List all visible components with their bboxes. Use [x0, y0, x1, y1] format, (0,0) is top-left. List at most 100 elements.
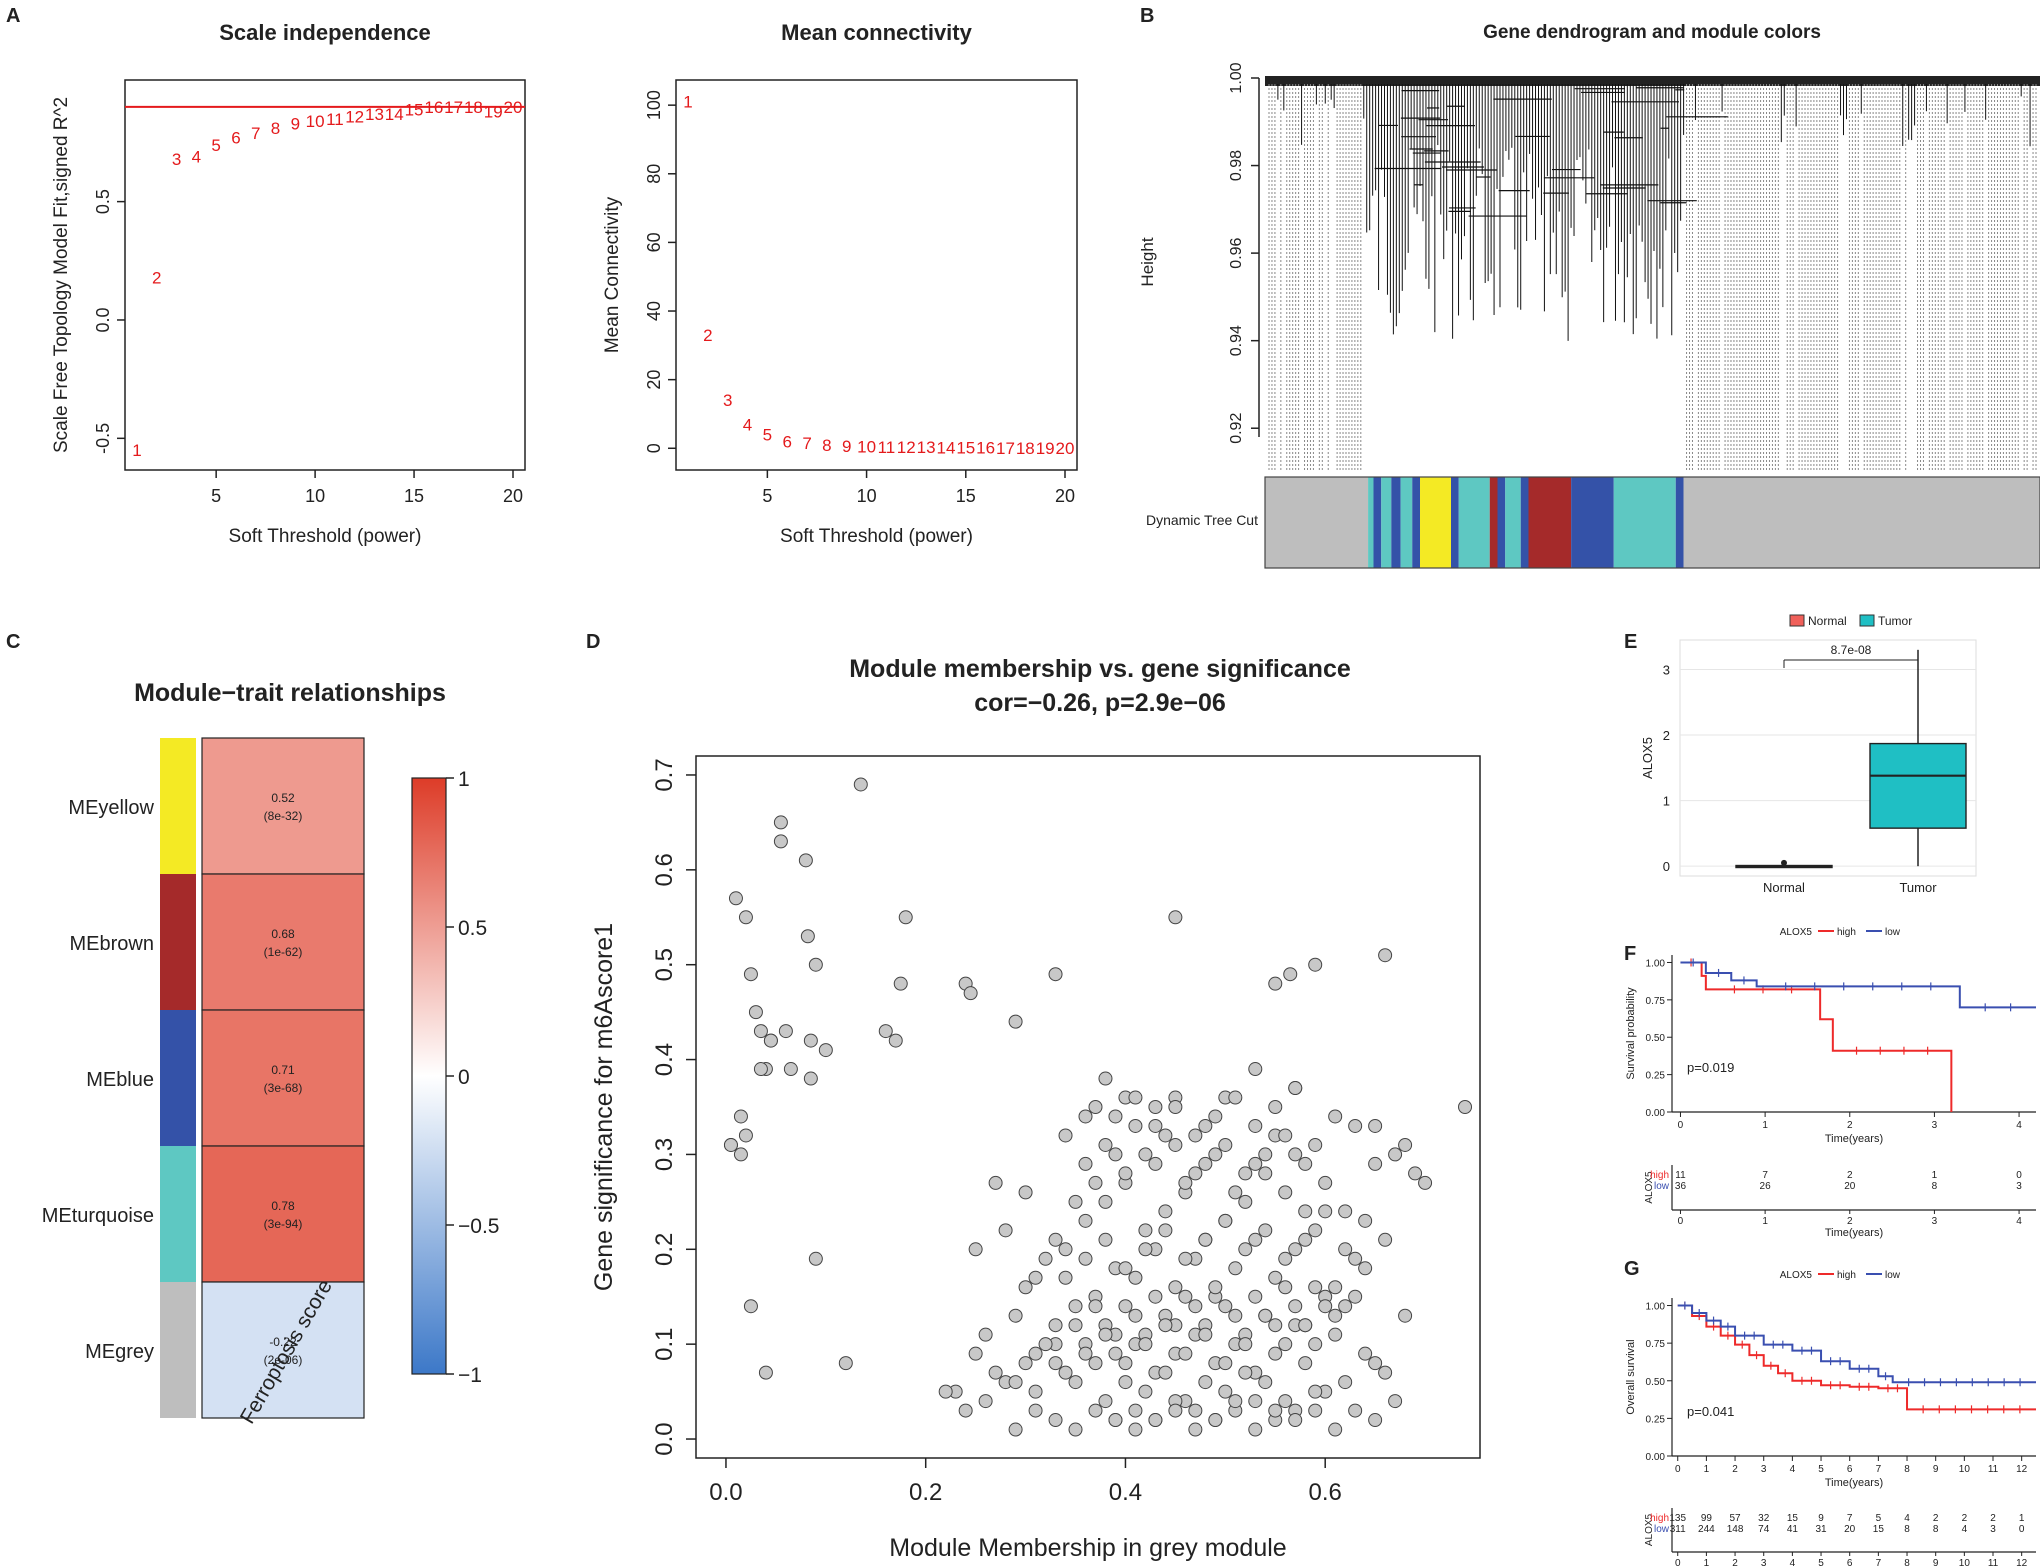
module-color-segment [1265, 477, 1369, 568]
data-point-D [1218, 1137, 1233, 1152]
data-point-D [1318, 1299, 1333, 1314]
legend-label-low-F: low [1885, 927, 1901, 938]
risk-count-high: 1 [1932, 1170, 1938, 1181]
risk-count-high: 2 [1847, 1170, 1853, 1181]
x-tick-label-F: 1 [1762, 1120, 1768, 1131]
data-point-D [1248, 1289, 1263, 1304]
data-point-D [1358, 1346, 1373, 1361]
data-point-D [1138, 1223, 1153, 1238]
legend-swatch-tumor [1859, 614, 1875, 627]
x-tick-label-F: 3 [1932, 1120, 1938, 1131]
data-point-D [758, 1365, 773, 1380]
data-point-A1: 9 [291, 115, 300, 134]
data-point-D [743, 967, 758, 982]
pvalue-label-F: p=0.019 [1687, 1060, 1734, 1075]
data-point-D [1058, 1365, 1073, 1380]
x-tick-label-A2: 5 [762, 486, 772, 506]
data-point-D [1068, 1375, 1083, 1390]
data-point-A1: 7 [251, 124, 260, 143]
data-point-D [1298, 1318, 1313, 1333]
data-point-D [1038, 1337, 1053, 1352]
data-point-D [1128, 1118, 1143, 1133]
module-swatch [160, 874, 196, 1010]
data-point-A1: 10 [306, 112, 325, 131]
data-point-D [1178, 1251, 1193, 1266]
data-point-D [798, 853, 813, 868]
x-tick-label-G: 8 [1904, 1464, 1910, 1475]
data-point-D [1158, 1128, 1173, 1143]
data-point-D [733, 1147, 748, 1162]
data-point-D [1268, 976, 1283, 991]
chart-title-C: Module−trait relationships [134, 679, 446, 707]
legend-label-low-G: low [1885, 1270, 1901, 1281]
module-color-segment [1458, 477, 1490, 568]
data-point-D [1288, 1299, 1303, 1314]
data-point-D [1398, 1308, 1413, 1323]
x-tick-label-F: 4 [2016, 1120, 2022, 1131]
data-point-D [728, 891, 743, 906]
data-point-D [1248, 1156, 1263, 1171]
cell-correlation: 0.68 [271, 927, 295, 941]
data-point-A2: 16 [976, 439, 995, 458]
data-point-D [1288, 1242, 1303, 1257]
x-tick-label-G: 12 [2016, 1464, 2028, 1475]
data-point-D [1088, 1175, 1103, 1190]
panel-letter-C: C [6, 631, 20, 653]
data-point-D [888, 1033, 903, 1048]
data-point-D [1098, 1071, 1113, 1086]
module-swatch [160, 1282, 196, 1418]
y-axis-label-B: Height [1138, 237, 1157, 286]
chart-title-A1: Scale independence [219, 20, 431, 45]
data-point-D [1248, 1062, 1263, 1077]
data-point-D [818, 1043, 833, 1058]
data-point-A1: 17 [444, 98, 463, 117]
data-point-D [1168, 1280, 1183, 1295]
risk-count-low: 8 [1933, 1524, 1939, 1535]
x-axis-label-A2: Soft Threshold (power) [780, 526, 973, 547]
pvalue-label-E: 8.7e-08 [1831, 643, 1872, 657]
data-point-D [1088, 1100, 1103, 1114]
scatter-points-D [723, 777, 1473, 1437]
risk-count-low: 74 [1758, 1524, 1770, 1535]
data-point-D [1148, 1156, 1163, 1171]
data-point-D [1178, 1289, 1193, 1304]
y-tick-label-E: 1 [1663, 794, 1670, 809]
legend-title-F: ALOX5 [1780, 927, 1813, 938]
data-point-D [1018, 1185, 1033, 1200]
data-point-A2: 7 [802, 434, 811, 453]
module-color-segment [1391, 477, 1401, 568]
row-label-module: MEbrown [70, 933, 154, 955]
x-tick-label-G: 2 [1732, 1464, 1738, 1475]
data-point-D [1258, 1147, 1273, 1162]
chart-title-B: Gene dendrogram and module colors [1483, 22, 1821, 43]
data-point-D [1028, 1270, 1043, 1285]
data-point-D [1328, 1109, 1343, 1124]
data-point-A1: 4 [192, 148, 201, 167]
y-tick-label-E: 0 [1663, 859, 1670, 874]
data-point-D [1068, 1194, 1083, 1209]
data-point-D [1078, 1109, 1093, 1124]
data-point-D [1088, 1403, 1103, 1418]
data-point-D [1138, 1337, 1153, 1352]
data-point-D [1288, 1413, 1303, 1428]
cell-correlation: -0.22 [269, 1335, 297, 1349]
data-point-A1: 8 [271, 119, 280, 138]
module-color-segment [1520, 477, 1529, 568]
data-point-A2: 1 [683, 93, 692, 112]
x-tick-label-G: 6 [1847, 1464, 1853, 1475]
data-point-D [1358, 1261, 1373, 1276]
y-tick-label-A2: 0 [644, 443, 664, 453]
data-point-D [1128, 1308, 1143, 1323]
module-color-segment [1381, 477, 1392, 568]
data-point-D [1338, 1299, 1353, 1314]
risk-table-tick-label-G: 0 [1675, 1558, 1681, 1568]
legend-tick-label: −0.5 [458, 1215, 499, 1238]
data-point-D [1268, 1318, 1283, 1333]
data-point-D [1138, 1242, 1153, 1257]
data-point-D [1098, 1194, 1113, 1209]
panel-letter-G: G [1624, 1258, 1640, 1280]
data-point-D [1028, 1403, 1043, 1418]
panel-letter-F: F [1624, 943, 1636, 965]
data-point-A1: 5 [211, 136, 220, 155]
data-point-D [1188, 1299, 1203, 1314]
